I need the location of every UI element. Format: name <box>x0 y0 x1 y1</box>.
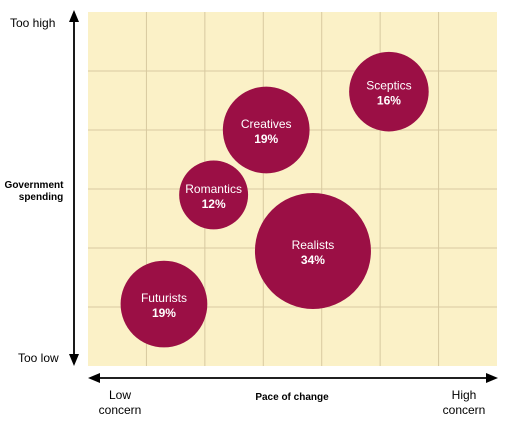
x-axis-low-label-line-2: concern <box>99 403 142 417</box>
bubble-circle <box>120 260 208 348</box>
bubble-label: Romantics <box>185 182 242 196</box>
y-axis-title-line-1: Government <box>5 180 65 191</box>
y-axis-arrow-up <box>69 10 79 22</box>
bubble-circle <box>349 51 429 132</box>
y-axis <box>69 10 79 366</box>
bubble-label: Creatives <box>241 117 292 131</box>
bubble-value-label: 12% <box>202 197 226 211</box>
x-axis-arrow-right <box>486 373 498 383</box>
bubble-value-label: 16% <box>377 94 401 108</box>
x-axis-low-label-line-1: Low <box>109 388 131 402</box>
bubble-value-label: 19% <box>152 306 176 320</box>
x-axis <box>88 373 498 383</box>
bubble-label: Realists <box>292 238 335 252</box>
bubble-label: Sceptics <box>366 79 411 93</box>
y-axis-arrow-down <box>69 354 79 366</box>
x-axis-high-label-line-2: concern <box>443 403 486 417</box>
x-axis-high-label-line-1: High <box>452 388 477 402</box>
bubble-circle <box>179 160 249 230</box>
x-axis-title: Pace of change <box>255 392 329 403</box>
bubble-circle <box>254 192 371 309</box>
y-axis-top-label: Too high <box>10 16 55 30</box>
bubbles: Futurists19%Romantics12%Creatives19%Real… <box>120 51 429 348</box>
bubble-value-label: 34% <box>301 253 325 267</box>
y-axis-title-line-2: spending <box>19 192 63 203</box>
y-axis-bottom-label: Too low <box>18 351 59 365</box>
x-axis-arrow-left <box>88 373 100 383</box>
bubble-label: Futurists <box>141 291 187 305</box>
bubble-circle <box>222 86 310 174</box>
bubble-value-label: 19% <box>254 132 278 146</box>
